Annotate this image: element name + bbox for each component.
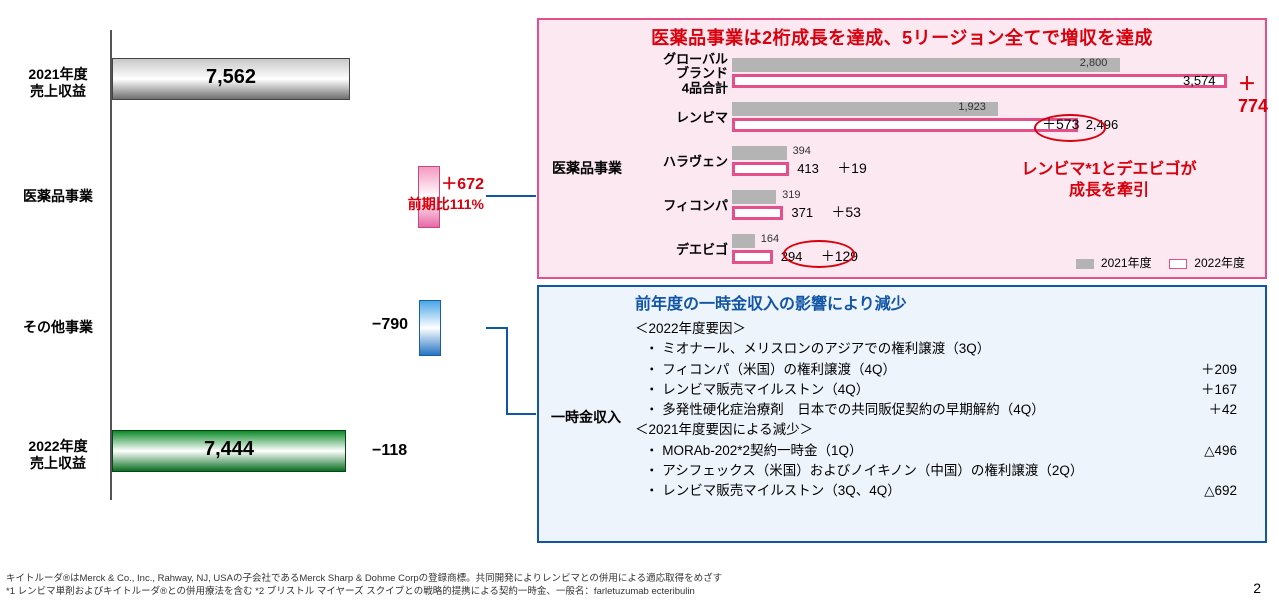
product-delta: ＋53 bbox=[831, 202, 861, 222]
product-delta: ＋19 bbox=[837, 158, 867, 178]
other-sub2-list: ・ MORAb-202*2契約一時金（1Q）△496・ アシフェックス（米国）お… bbox=[635, 441, 1251, 502]
connector-other-h1 bbox=[486, 327, 506, 329]
wf-value-2022: 7,444 bbox=[112, 438, 346, 461]
footnote-line1: キイトルーダ®はMerck & Co., Inc., Rahway, NJ, U… bbox=[6, 573, 1106, 585]
other-line: ・ MORAb-202*2契約一時金（1Q）△496 bbox=[635, 441, 1251, 461]
product-legend: 2021年度 2022年度 bbox=[1072, 254, 1245, 271]
bar-2021 bbox=[732, 58, 1120, 72]
bar-2022 bbox=[732, 162, 789, 176]
value-2021: 319 bbox=[782, 189, 800, 201]
product-row: レンビマ1,9232,496＋573 bbox=[632, 96, 1252, 140]
other-panel: 一時金収入 前年度の一時金収入の影響により減少 ＜2022年度要因＞ ・ ミオナ… bbox=[537, 285, 1267, 543]
pharma-panel: 医薬品事業は2桁成長を達成、5リージョン全てで増収を達成 医薬品事業 グローバル… bbox=[537, 18, 1267, 279]
value-2022: 413 bbox=[797, 161, 819, 176]
bar-2022 bbox=[732, 206, 783, 220]
bar-2022 bbox=[732, 118, 1078, 132]
other-side-label: 一時金収入 bbox=[547, 407, 625, 427]
connector-other-h2 bbox=[506, 413, 536, 415]
wf-delta-pharma: ＋672 前期比111% bbox=[364, 170, 484, 214]
legend-label-2022: 2022年度 bbox=[1194, 256, 1245, 270]
other-line: ・ ミオナール、メリスロンのアジアでの権利譲渡（3Q） bbox=[635, 339, 1251, 359]
other-content: 前年度の一時金収入の影響により減少 ＜2022年度要因＞ ・ ミオナール、メリス… bbox=[539, 287, 1265, 507]
product-label: デエビゴ bbox=[628, 243, 728, 257]
other-line: ・ レンビマ販売マイルストン（3Q、4Q）△692 bbox=[635, 481, 1251, 501]
value-2022: 371 bbox=[791, 205, 813, 220]
product-label: ハラヴェン bbox=[628, 155, 728, 169]
oval-deebigo bbox=[783, 240, 855, 268]
other-sub2-head: ＜2021年度要因による減少＞ bbox=[635, 420, 1251, 440]
wf-label-pharma: 医薬品事業 bbox=[10, 188, 106, 205]
other-sub1-head: ＜2022年度要因＞ bbox=[635, 319, 1251, 339]
footnote-line2: *1 レンビマ単剤およびキイトルーダ®との併用療法を含む *2 ブリストル マイ… bbox=[6, 586, 1106, 598]
connector-pharma-h bbox=[486, 195, 536, 197]
wf-value-2021: 7,562 bbox=[112, 66, 350, 89]
wf-delta-pharma-sub: 前期比111% bbox=[408, 196, 484, 212]
other-line: ・ 多発性硬化症治療剤 日本での共同販促契約の早期解約（4Q）＋42 bbox=[635, 400, 1251, 420]
value-2021: 394 bbox=[793, 145, 811, 157]
value-2021: 2,800 bbox=[1080, 57, 1108, 69]
wf-label-2022: 2022年度売上収益 bbox=[10, 438, 106, 472]
value-2021: 1,923 bbox=[958, 101, 986, 113]
wf-net-total: −118 bbox=[372, 442, 407, 460]
product-row: グローバルブランド4品合計2,8003,574＋774 bbox=[632, 52, 1252, 96]
legend-swatch-2022 bbox=[1169, 259, 1187, 269]
value-2022: 3,574 bbox=[1183, 73, 1216, 88]
product-label: グローバルブランド4品合計 bbox=[628, 53, 728, 96]
bar-2021 bbox=[732, 234, 755, 248]
wf-label-2021: 2021年度売上収益 bbox=[10, 66, 106, 100]
other-line-value: ＋167 bbox=[1201, 380, 1237, 400]
legend-swatch-2021 bbox=[1076, 259, 1094, 269]
legend-label-2021: 2021年度 bbox=[1101, 256, 1152, 270]
other-line: ・ フィコンパ（米国）の権利譲渡（4Q）＋209 bbox=[635, 360, 1251, 380]
wf-delta-bar-other bbox=[419, 300, 441, 356]
pharma-emphasis: レンビマ*1とデエビゴが成長を牽引 bbox=[1009, 160, 1209, 202]
value-2021: 164 bbox=[761, 233, 779, 245]
wf-delta-other: −790 bbox=[372, 316, 408, 334]
other-line-value: △692 bbox=[1204, 481, 1237, 501]
other-line-value: ＋42 bbox=[1208, 400, 1237, 420]
waterfall-chart: 2021年度売上収益 7,562 医薬品事業 ＋672 前期比111% その他事… bbox=[0, 0, 500, 520]
product-label: レンビマ bbox=[628, 111, 728, 125]
other-line: ・ レンビマ販売マイルストン（4Q）＋167 bbox=[635, 380, 1251, 400]
connector-other-v bbox=[506, 327, 508, 415]
page-number: 2 bbox=[1253, 580, 1261, 596]
product-label: フィコンパ bbox=[628, 199, 728, 213]
pharma-headline: 医薬品事業は2桁成長を達成、5リージョン全てで増収を達成 bbox=[539, 20, 1265, 52]
wf-delta-pharma-num: ＋672 bbox=[441, 176, 484, 193]
wf-label-other: その他事業 bbox=[10, 319, 106, 336]
oval-lenvima bbox=[1034, 114, 1106, 142]
bar-2022 bbox=[732, 250, 773, 264]
footnote: キイトルーダ®はMerck & Co., Inc., Rahway, NJ, U… bbox=[6, 573, 1106, 598]
other-line: ・ アシフェックス（米国）およびノイキノン（中国）の権利譲渡（2Q） bbox=[635, 461, 1251, 481]
bar-2022 bbox=[732, 74, 1227, 88]
other-line-value: ＋209 bbox=[1201, 360, 1237, 380]
other-headline: 前年度の一時金収入の影響により減少 bbox=[635, 293, 1251, 317]
bar-2021 bbox=[732, 146, 787, 160]
bar-2021 bbox=[732, 190, 776, 204]
other-sub1-list: ・ ミオナール、メリスロンのアジアでの権利譲渡（3Q）・ フィコンパ（米国）の権… bbox=[635, 339, 1251, 420]
pharma-side-label: 医薬品事業 bbox=[547, 158, 627, 178]
other-line-value: △496 bbox=[1204, 441, 1237, 461]
